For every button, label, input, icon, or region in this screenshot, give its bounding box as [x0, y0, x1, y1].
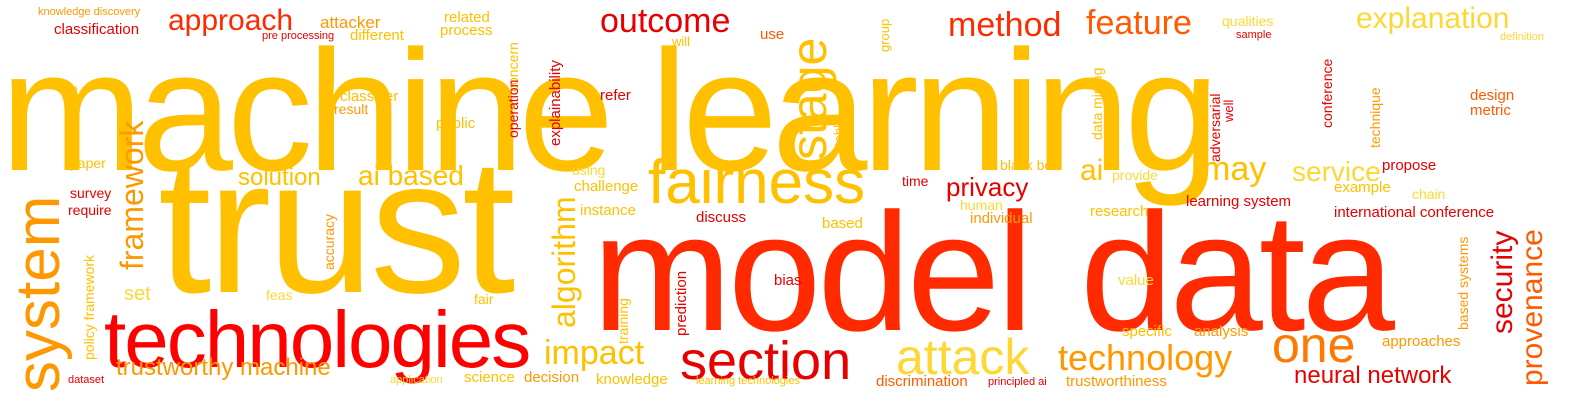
word-solution: solution: [238, 164, 321, 191]
word-survey: survey: [70, 185, 112, 201]
word-value: value: [1118, 272, 1154, 289]
word-feas: feas: [266, 287, 293, 303]
word-use: use: [760, 26, 785, 43]
word-discrimination: discrimination: [876, 373, 968, 390]
word-process: process: [440, 22, 493, 39]
word-decision: decision: [524, 369, 580, 386]
word-data-mining: data mining: [1089, 67, 1105, 140]
word-service: service: [1292, 156, 1381, 187]
word-group: group: [877, 18, 892, 52]
word-neural-network: neural network: [1294, 362, 1452, 389]
word-security: security: [1486, 230, 1519, 334]
word-trustworthiness: trustworthiness: [1066, 373, 1167, 390]
word-data: data: [1080, 178, 1395, 366]
word-qualities: qualities: [1222, 13, 1274, 29]
word-example: example: [1334, 179, 1391, 196]
word-trust: trust: [158, 118, 515, 333]
word-provenance: provenance: [1516, 229, 1549, 386]
word-design: design: [1470, 87, 1515, 104]
word-refer: refer: [600, 87, 631, 104]
word-framework: framework: [114, 120, 150, 270]
word-dataset: dataset: [68, 374, 105, 386]
word-method: method: [948, 6, 1062, 44]
word-learning-technologies: learning technologies: [696, 375, 800, 387]
word-technology: technology: [1058, 337, 1233, 378]
word-individual: individual: [970, 210, 1033, 227]
word-attacker: attacker: [320, 13, 381, 32]
word-research: research: [1090, 203, 1149, 220]
word-public: public: [436, 115, 476, 132]
word-feature: feature: [1086, 4, 1192, 42]
word-approaches: approaches: [1382, 333, 1461, 350]
word-privacy: privacy: [946, 172, 1029, 202]
word-ai: ai: [1080, 154, 1104, 187]
word-discuss: discuss: [696, 209, 747, 226]
word-definition: definition: [1500, 31, 1545, 43]
word-will: will: [672, 34, 691, 49]
word-provide: provide: [1112, 167, 1158, 183]
word-outcome: outcome: [600, 2, 731, 40]
word-algorithm: algorithm: [546, 196, 582, 328]
word-prediction: prediction: [673, 270, 690, 336]
word-literature: literature: [65, 85, 80, 136]
word-paper: paper: [70, 155, 106, 171]
word-related: related: [444, 9, 490, 26]
word-bias: bias: [774, 272, 802, 289]
word-model: model: [592, 178, 1034, 366]
word-well: well: [1221, 99, 1236, 122]
word-policy-framework: policy framework: [81, 254, 97, 360]
word-attack: attack: [896, 329, 1030, 385]
word-based-systems: based systems: [1455, 236, 1471, 330]
word-science: science: [464, 369, 515, 386]
word-require: require: [68, 202, 112, 218]
word-knowledge: knowledge: [596, 371, 668, 388]
word-one: one: [1272, 317, 1356, 373]
word-based: based: [822, 215, 863, 232]
word-section: section: [680, 331, 852, 391]
word-operation: operation: [505, 79, 521, 138]
word-system: system: [4, 195, 73, 392]
word-impact: impact: [544, 334, 645, 372]
word-trustworthy-machine: trustworthy machine: [116, 354, 331, 381]
word-explanation: explanation: [1356, 2, 1510, 35]
word-may: may: [1202, 150, 1267, 188]
word-fairness: fairness: [648, 148, 866, 217]
word-set: set: [124, 283, 151, 305]
word-international-conference: international conference: [1334, 204, 1495, 221]
word-technique: technique: [1367, 87, 1383, 148]
word-training: training: [615, 298, 631, 344]
word-black-box: black box: [1000, 157, 1060, 173]
word-specific: specific: [1122, 323, 1173, 340]
word-time: time: [902, 173, 929, 189]
word-stage: stage: [781, 37, 837, 160]
word-metric: metric: [1470, 102, 1511, 119]
word-explainability: explainability: [547, 60, 564, 146]
word-accuracy: accuracy: [321, 213, 337, 270]
word-analysis: analysis: [1194, 323, 1249, 340]
word-chain: chain: [1412, 186, 1446, 202]
word-conference: conference: [1319, 58, 1335, 128]
word-challenge: challenge: [574, 178, 639, 195]
word-result: result: [334, 101, 369, 117]
word-fair: fair: [474, 291, 494, 307]
word-machine-learning: machine learning: [0, 15, 1220, 207]
word-human: human: [960, 197, 1003, 213]
word-propose: propose: [1382, 157, 1437, 174]
word-using: using: [572, 162, 606, 178]
word-different: different: [350, 27, 404, 44]
word-ai-based: ai based: [358, 160, 464, 191]
word-sample: sample: [1236, 29, 1272, 41]
word-principled-ai: principled ai: [988, 376, 1047, 388]
word-technologies: technologies: [104, 295, 531, 384]
word-table: table: [831, 117, 846, 146]
word-application: application: [390, 374, 443, 386]
word-classification: classification: [54, 21, 140, 38]
word-knowledge-discovery: knowledge discovery: [38, 6, 141, 18]
word-classifier: classifier: [340, 88, 399, 105]
word-instance: instance: [580, 202, 636, 219]
word-approach: approach: [168, 4, 294, 37]
word-learning-system: learning system: [1186, 193, 1292, 210]
word-pre-processing: pre processing: [262, 30, 335, 42]
